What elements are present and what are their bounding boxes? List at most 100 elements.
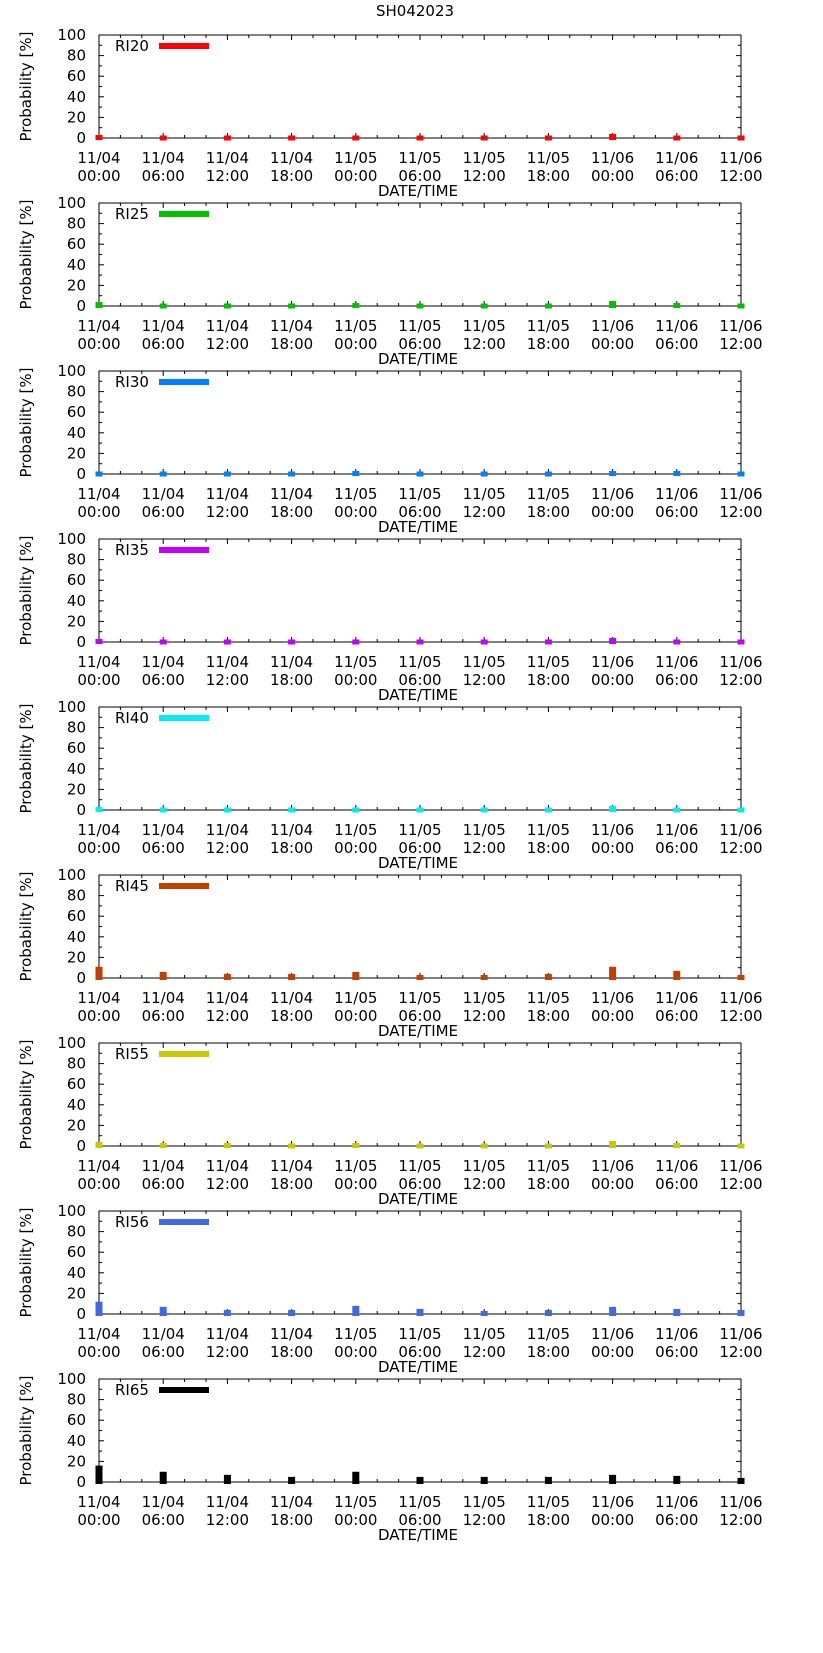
y-tick-label: 60: [67, 1075, 86, 1093]
x-tick-label-date: 11/05: [398, 317, 441, 335]
bar-ri45: [95, 966, 103, 980]
bar-ri25: [737, 303, 745, 309]
x-tick-label-date: 11/04: [142, 989, 185, 1007]
x-tick-label-time: 06:00: [655, 1007, 698, 1025]
y-tick-label: 0: [76, 1137, 86, 1155]
y-tick-label: 100: [57, 26, 86, 44]
bar-ri30: [544, 471, 552, 477]
x-tick-label-time: 06:00: [142, 1175, 185, 1193]
bar-ri20: [609, 133, 617, 140]
bar-ri55: [609, 1140, 617, 1148]
bar-ri45: [544, 973, 552, 980]
x-tick-label-date: 11/04: [142, 149, 185, 167]
x-tick-label-time: 06:00: [398, 1175, 441, 1193]
x-tick-label-date: 11/06: [719, 485, 762, 503]
y-tick-label: 40: [67, 256, 86, 274]
y-tick-label: 0: [76, 1473, 86, 1491]
x-tick-label-time: 18:00: [527, 1175, 570, 1193]
x-tick-label-time: 18:00: [527, 1343, 570, 1361]
x-tick-label-time: 00:00: [591, 1175, 634, 1193]
y-tick-label: 0: [76, 1305, 86, 1323]
x-tick-label-date: 11/05: [463, 821, 506, 839]
x-tick-label-date: 11/06: [591, 317, 634, 335]
y-tick-label: 100: [57, 1034, 86, 1052]
x-tick-label-date: 11/04: [270, 1493, 313, 1511]
x-tick-label-date: 11/05: [334, 653, 377, 671]
bar-ri55: [737, 1143, 745, 1149]
y-tick-label: 40: [67, 1264, 86, 1282]
y-tick-label: 100: [57, 362, 86, 380]
x-tick-label-date: 11/06: [719, 1157, 762, 1175]
x-tick-label-time: 00:00: [77, 671, 120, 689]
x-tick-label-date: 11/05: [463, 317, 506, 335]
x-tick-label-time: 18:00: [270, 167, 313, 185]
panel-ri65: 02040608010011/0400:0011/0406:0011/0412:…: [17, 1370, 763, 1544]
plot-frame: [98, 706, 742, 811]
bar-ri45: [673, 970, 681, 980]
bar-ri25: [352, 302, 360, 308]
panel-ri35: 02040608010011/0400:0011/0406:0011/0412:…: [17, 530, 763, 704]
x-tick-label-time: 00:00: [334, 839, 377, 857]
x-tick-label-date: 11/04: [206, 1157, 249, 1175]
x-tick-label-date: 11/05: [334, 1493, 377, 1511]
x-tick-label-date: 11/04: [77, 1493, 120, 1511]
plot-frame: [98, 538, 742, 643]
legend-label: RI35: [115, 541, 149, 559]
bar-ri30: [480, 471, 488, 477]
y-tick-label: 60: [67, 67, 86, 85]
x-tick-label-date: 11/06: [591, 149, 634, 167]
x-tick-label-time: 12:00: [463, 335, 506, 353]
y-tick-label: 0: [76, 633, 86, 651]
bar-ri65: [159, 1471, 167, 1484]
x-axis-label: DATE/TIME: [378, 854, 458, 872]
x-tick-label-time: 18:00: [270, 335, 313, 353]
x-tick-label-time: 06:00: [142, 839, 185, 857]
x-tick-label-time: 06:00: [655, 1511, 698, 1529]
y-tick-label: 0: [76, 969, 86, 987]
x-tick-label-time: 06:00: [655, 167, 698, 185]
x-tick-label-date: 11/05: [334, 1157, 377, 1175]
bar-ri20: [673, 135, 681, 141]
bar-ri40: [544, 807, 552, 813]
plot-frame: [98, 1378, 742, 1483]
bar-ri55: [480, 1143, 488, 1149]
x-tick-label-date: 11/05: [527, 1493, 570, 1511]
bar-ri45: [609, 966, 617, 980]
x-tick-label-date: 11/04: [142, 653, 185, 671]
bar-ri56: [609, 1306, 617, 1316]
x-tick-label-date: 11/05: [463, 989, 506, 1007]
bar-ri20: [223, 135, 231, 141]
x-tick-label-date: 11/04: [206, 653, 249, 671]
x-tick-label-time: 00:00: [334, 335, 377, 353]
y-tick-label: 60: [67, 1411, 86, 1429]
x-tick-label-date: 11/05: [527, 1157, 570, 1175]
x-tick-label-date: 11/05: [398, 821, 441, 839]
y-tick-label: 20: [67, 948, 86, 966]
bar-ri20: [159, 135, 167, 141]
bar-ri65: [223, 1474, 231, 1484]
bar-ri35: [673, 639, 681, 645]
bar-ri35: [544, 639, 552, 645]
bar-ri30: [223, 471, 231, 477]
x-tick-label-time: 12:00: [206, 167, 249, 185]
x-tick-label-time: 06:00: [398, 1343, 441, 1361]
bar-ri65: [288, 1476, 296, 1484]
x-tick-label-time: 00:00: [334, 167, 377, 185]
x-tick-label-time: 12:00: [206, 503, 249, 521]
y-axis-label: Probability [%]: [17, 535, 35, 645]
x-tick-label-time: 00:00: [334, 671, 377, 689]
x-tick-label-date: 11/04: [206, 317, 249, 335]
panel-ri25: 02040608010011/0400:0011/0406:0011/0412:…: [17, 194, 763, 368]
y-tick-label: 100: [57, 866, 86, 884]
bar-ri45: [416, 974, 424, 980]
bar-ri40: [159, 807, 167, 813]
y-tick-label: 60: [67, 235, 86, 253]
x-tick-label-date: 11/05: [463, 149, 506, 167]
x-tick-label-time: 18:00: [270, 1343, 313, 1361]
bar-ri20: [416, 135, 424, 141]
legend-label: RI55: [115, 1045, 149, 1063]
x-tick-label-date: 11/04: [77, 989, 120, 1007]
bar-ri25: [159, 303, 167, 309]
x-tick-label-date: 11/04: [206, 485, 249, 503]
x-tick-label-time: 06:00: [398, 503, 441, 521]
